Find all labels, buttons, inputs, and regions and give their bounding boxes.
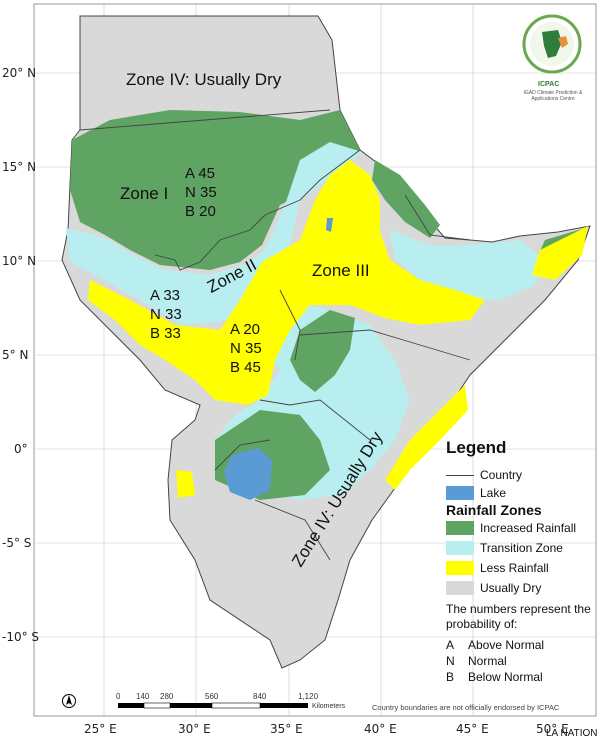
less-swatch-icon [446, 561, 474, 575]
lake-victoria [224, 448, 272, 500]
lat-label-5s: -5° S [2, 536, 32, 550]
lake-swatch-icon [446, 486, 474, 500]
scale-unit: Kilometers [312, 703, 346, 710]
scale-tick-0: 0 [116, 692, 121, 701]
scale-tick-140: 140 [136, 692, 150, 701]
icpac-logo-icon [522, 14, 582, 74]
zone1-probabilities: A 45 N 35 B 20 [185, 165, 217, 220]
transition-swatch-icon [446, 541, 474, 555]
country-boundaries [79, 109, 471, 561]
zone-less-central [88, 160, 485, 405]
zone2-probabilities: A 33 N 33 B 33 [150, 287, 182, 342]
legend-lake-label: Lake [480, 486, 507, 500]
lat-label-0: 0° [14, 442, 28, 456]
zone3-label: Zone III [312, 261, 370, 280]
increased-swatch-icon [446, 521, 474, 535]
legend-dry: Usually Dry [446, 580, 541, 596]
legend-transition-label: Transition Zone [480, 541, 563, 555]
lake-turkana [326, 218, 333, 232]
lon-label-25e: 25° E [84, 722, 117, 736]
legend-title: Legend [446, 438, 507, 457]
zone-increased-east [372, 160, 440, 238]
legend-note: The numbers represent the probability of… [446, 602, 591, 631]
lon-label-30e: 30° E [178, 722, 211, 736]
lat-label-10n: 10° N [2, 254, 37, 268]
country-line-icon [446, 474, 474, 476]
zone3-probabilities: A 20 N 35 B 45 [230, 321, 262, 376]
zone1-label: Zone I [120, 184, 169, 203]
lon-label-50e: 50° E [536, 722, 569, 736]
zone-less-coast [385, 385, 468, 490]
legend-lake: Lake [446, 485, 506, 501]
legend-increased: Increased Rainfall [446, 520, 576, 536]
legend-transition: Transition Zone [446, 540, 563, 556]
legend-less-label: Less Rainfall [480, 561, 549, 575]
disclaimer-text: Country boundaries are not officially en… [372, 703, 560, 712]
legend-increased-label: Increased Rainfall [480, 521, 577, 535]
lat-label-5n: 5° N [2, 348, 29, 362]
scale-tick-840: 840 [253, 692, 267, 701]
north-arrow-icon [62, 694, 76, 708]
legend-dry-label: Usually Dry [480, 581, 542, 595]
scale-bar [118, 702, 308, 709]
lon-label-45e: 45° E [456, 722, 489, 736]
zone-increased-north [70, 110, 360, 270]
zone4-north-label: Zone IV: Usually Dry [126, 70, 282, 89]
watermark: LA NATION [546, 728, 598, 739]
lon-label-40e: 40° E [364, 722, 397, 736]
dry-swatch-icon [446, 581, 474, 595]
zone-increased-central [290, 310, 355, 392]
lat-label-15n: 15° N [2, 160, 37, 174]
legend-country-label: Country [480, 468, 523, 482]
scale-tick-1120: 1,120 [298, 692, 319, 701]
zone-less-horn [532, 226, 588, 280]
legend-country: Country [446, 467, 522, 483]
legend-less: Less Rainfall [446, 560, 549, 576]
legend-key-n: N Normal [446, 654, 507, 668]
lat-label-20n: 20° N [2, 66, 37, 80]
logo-name: ICPAC [538, 81, 560, 88]
zone-transition [66, 142, 362, 325]
scale-tick-560: 560 [205, 692, 219, 701]
lat-label-10s: -10° S [2, 630, 40, 644]
lon-label-35e: 35° E [270, 722, 303, 736]
logo-subtitle: IGAD Climate Prediction & Applications C… [523, 90, 583, 102]
legend-key-b: B Below Normal [446, 670, 543, 684]
scale-tick-280: 280 [160, 692, 174, 701]
legend-zones-heading: Rainfall Zones [446, 502, 542, 518]
zone-less-lakeregion [176, 470, 195, 498]
legend-key-a: A Above Normal [446, 638, 545, 652]
